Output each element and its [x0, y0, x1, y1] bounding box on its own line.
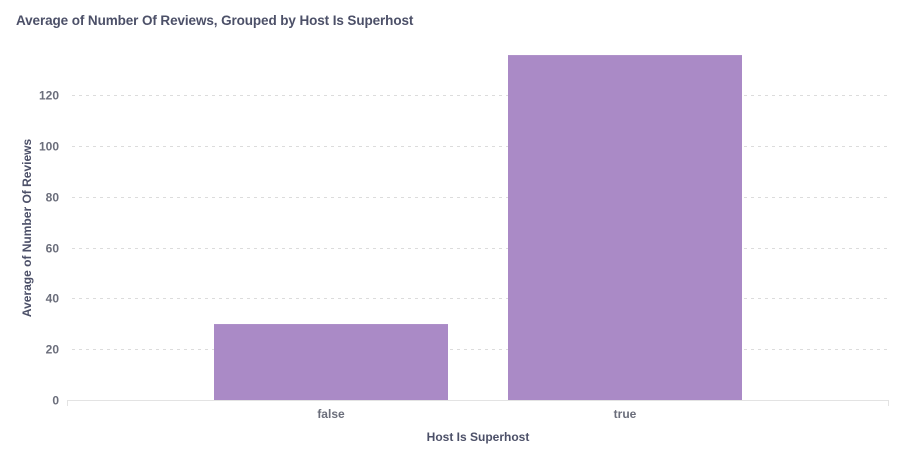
gridlines [72, 95, 888, 350]
x-axis-title: Host Is Superhost [427, 430, 530, 444]
x-tick-label: true [614, 407, 637, 421]
bars [214, 55, 742, 401]
y-tick-label: 80 [46, 191, 60, 205]
y-tick-label: 0 [52, 394, 59, 408]
y-tick-label: 120 [39, 89, 59, 103]
y-tick-label: 60 [46, 242, 60, 256]
y-tick-label: 20 [46, 343, 60, 357]
bar-false[interactable] [214, 324, 448, 400]
y-tick-label: 100 [39, 140, 59, 154]
y-axis-ticks: 0 20 40 60 80 100 120 [39, 89, 59, 408]
x-tick-label: false [317, 407, 345, 421]
chart-title: Average of Number Of Reviews, Grouped by… [16, 13, 414, 28]
y-tick-label: 40 [46, 292, 60, 306]
y-axis-title: Average of Number Of Reviews [20, 139, 34, 318]
bar-true[interactable] [508, 55, 742, 401]
x-axis-ticks: false true [317, 407, 636, 421]
